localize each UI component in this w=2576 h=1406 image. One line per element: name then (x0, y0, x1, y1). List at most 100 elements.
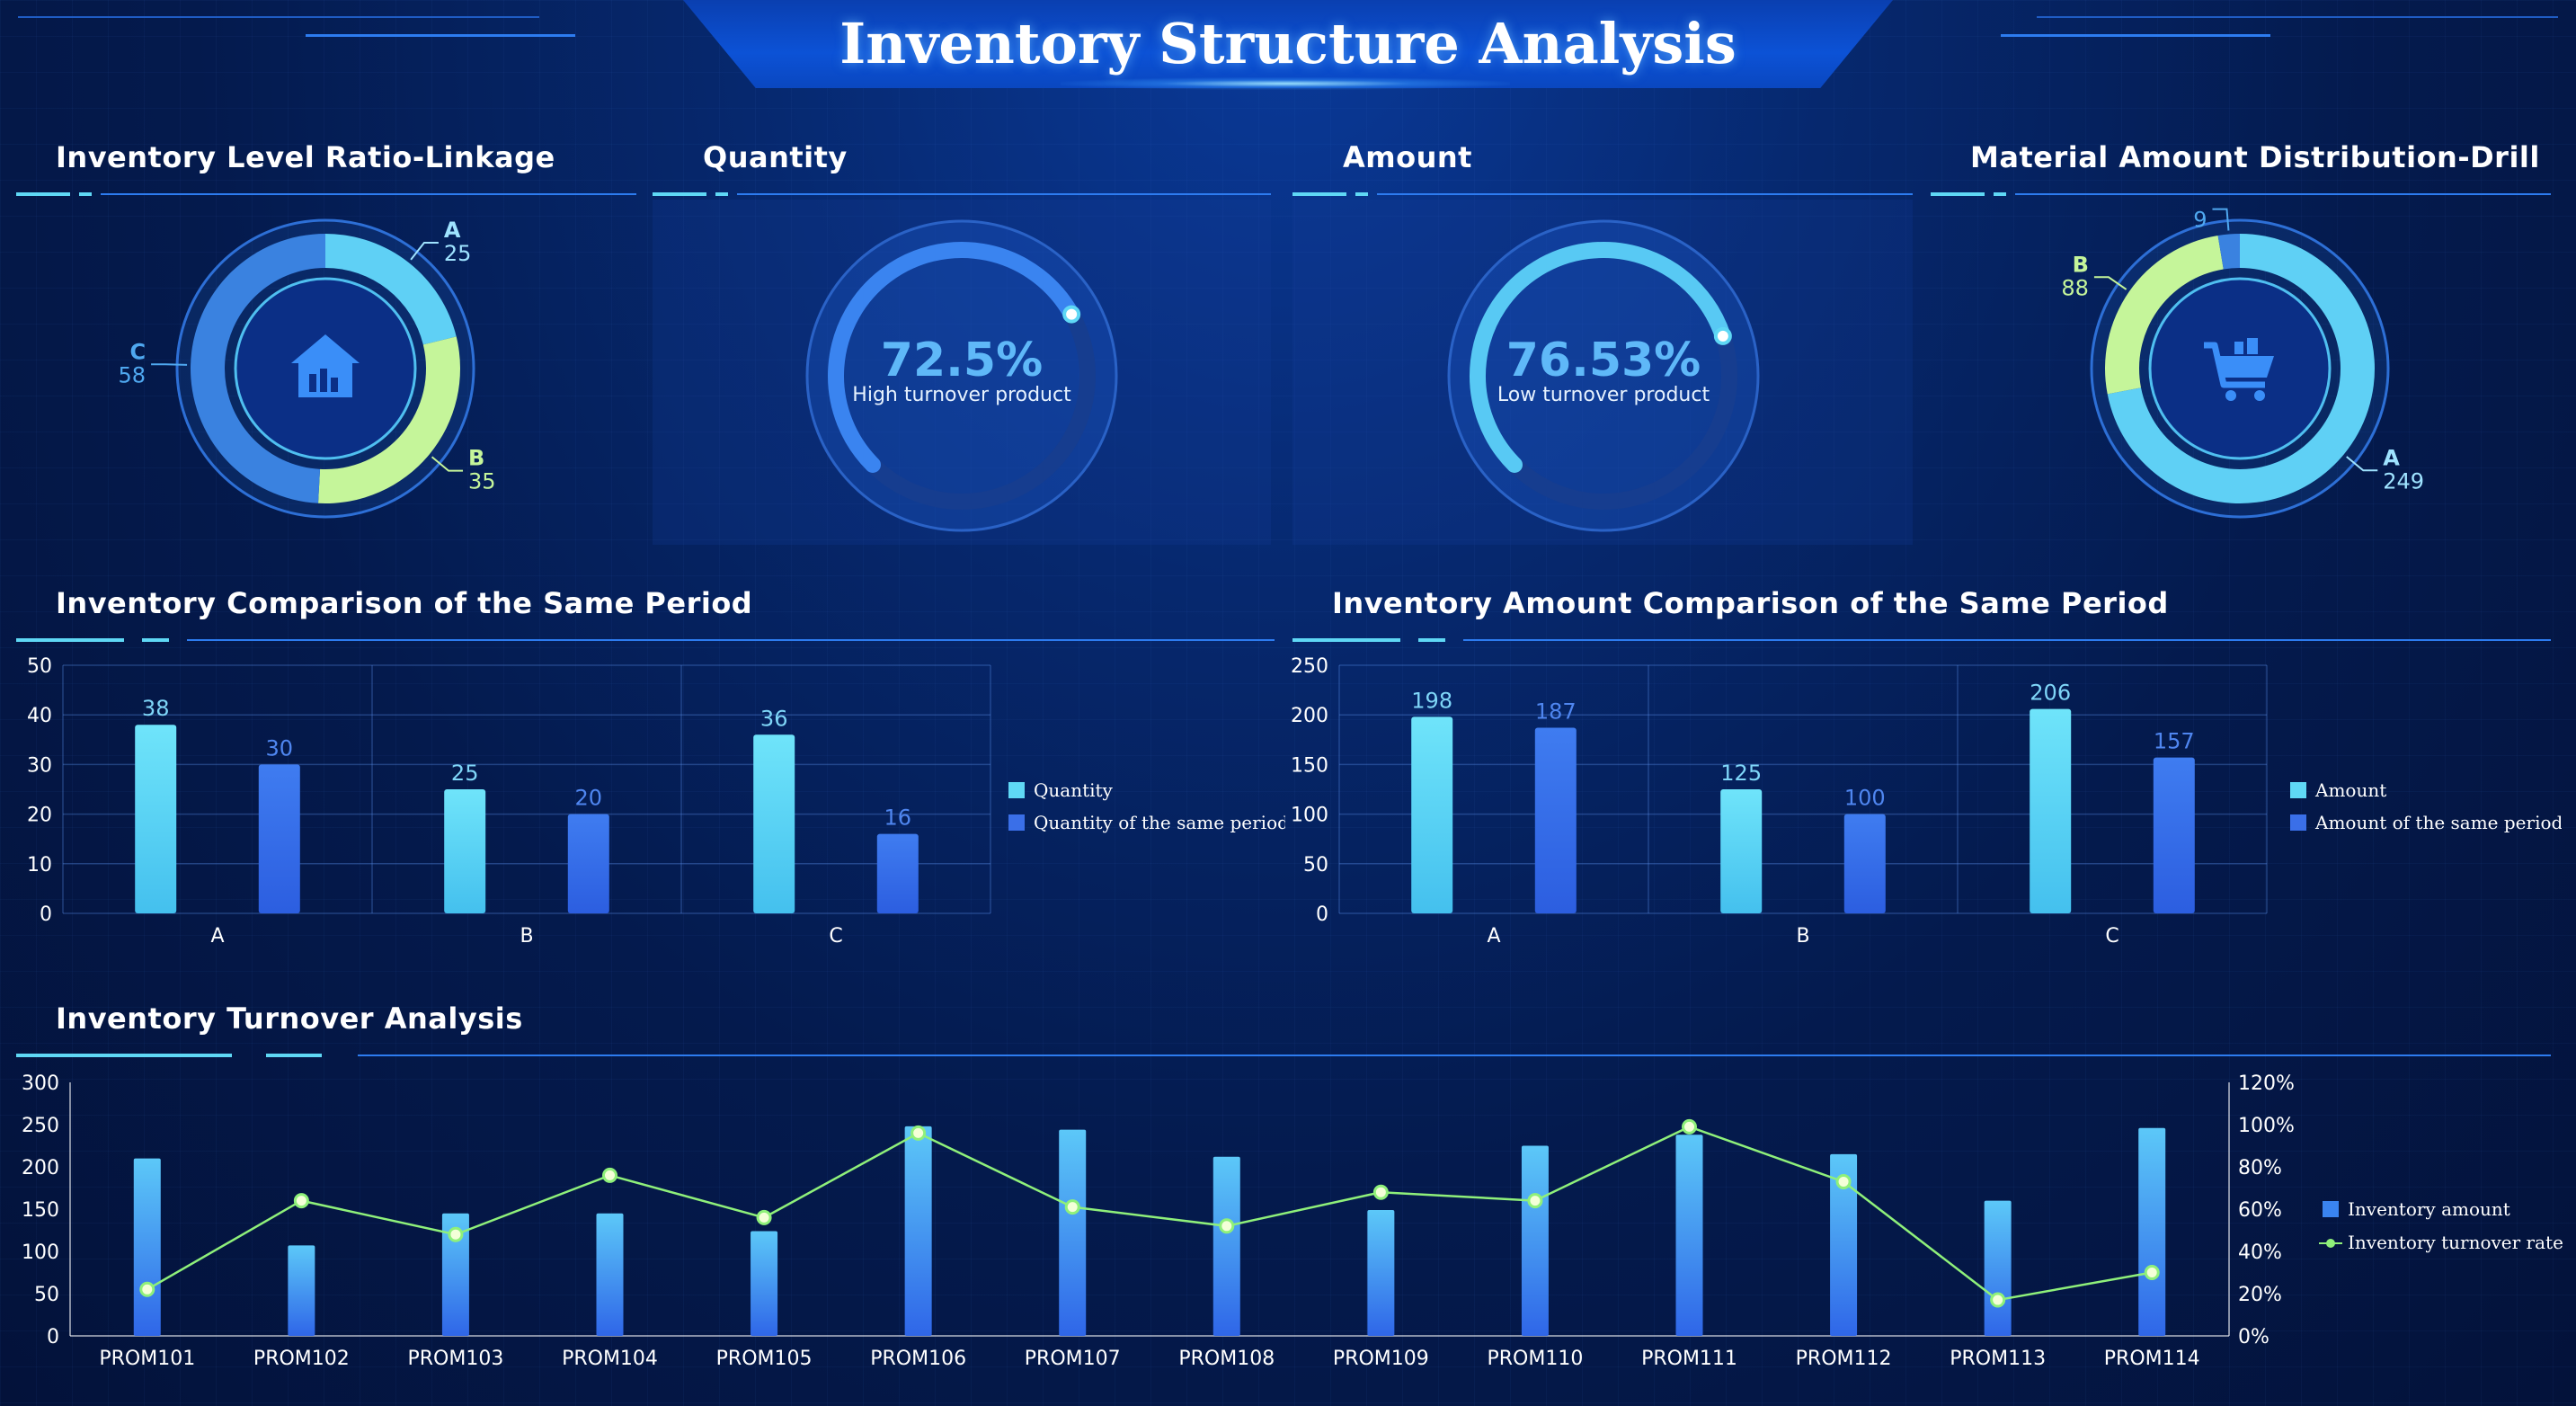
gauge-caption: High turnover product (852, 384, 1071, 406)
x-tick-label: A (1487, 925, 1500, 948)
gauge-value: 76.53% (1506, 334, 1701, 387)
x-tick-label: PROM108 (1178, 1348, 1275, 1370)
line-point[interactable] (602, 1167, 617, 1183)
x-tick-label: PROM112 (1796, 1348, 1892, 1370)
bar-data-label: 30 (266, 735, 294, 761)
legend-label[interactable]: Amount (2314, 779, 2386, 801)
bar[interactable] (444, 789, 486, 913)
amount-gauge: 76.53% Low turnover product (1447, 219, 1760, 532)
donut-slice-c[interactable] (190, 234, 325, 503)
y-tick-label: 30 (27, 754, 52, 777)
donut-slice-c[interactable] (2217, 234, 2240, 270)
section-title-material: Material Amount Distribution-Drill (1970, 140, 2540, 174)
x-tick-label: PROM110 (1488, 1348, 1584, 1370)
bar[interactable] (751, 1231, 778, 1336)
rule-level-ratio (16, 192, 636, 196)
line-point[interactable] (1527, 1193, 1543, 1209)
line-point[interactable] (1835, 1173, 1852, 1189)
legend-swatch-inventory-amount (2323, 1201, 2339, 1217)
bar[interactable] (1534, 727, 1577, 913)
header-deco-left-2 (306, 34, 575, 37)
bar[interactable] (2153, 757, 2195, 913)
gauge-value-arc (1470, 242, 1731, 473)
line-point[interactable] (1219, 1218, 1235, 1234)
legend-swatch-same-period (2290, 814, 2306, 831)
x-tick-label: PROM102 (253, 1348, 350, 1370)
bar[interactable] (2138, 1127, 2166, 1336)
x-tick-label: PROM106 (870, 1348, 966, 1370)
bar[interactable] (876, 833, 919, 913)
y-left-tick-label: 250 (22, 1115, 59, 1137)
bar[interactable] (596, 1213, 624, 1336)
bar[interactable] (2030, 708, 2072, 913)
y-tick-label: 150 (1291, 754, 1328, 777)
legend-swatch-turnover-rate (2326, 1239, 2335, 1248)
cart-icon (2204, 338, 2274, 401)
gauge-caption: Low turnover product (1497, 384, 1710, 406)
bar[interactable] (133, 1158, 161, 1336)
bar[interactable] (1830, 1153, 1858, 1336)
header-deco-right (2037, 16, 2558, 18)
bar[interactable] (1367, 1209, 1395, 1336)
gauge-value-arc (828, 242, 1080, 473)
y-tick-label: 100 (1291, 805, 1328, 827)
donut-slice-a[interactable] (325, 234, 457, 345)
bar[interactable] (1984, 1200, 2012, 1336)
bar-data-label: 25 (451, 761, 479, 786)
donut-label-value: 88 (2061, 275, 2089, 300)
legend-label[interactable]: Quantity of the same period (1034, 812, 1285, 833)
bar-data-label: 198 (1411, 688, 1452, 713)
gauge-outer-ring (1447, 219, 1760, 532)
line-point[interactable] (1682, 1118, 1697, 1135)
y-left-tick-label: 50 (34, 1284, 59, 1306)
gauge-value: 72.5% (881, 334, 1043, 387)
bar[interactable] (441, 1213, 469, 1336)
bar[interactable] (753, 734, 795, 913)
donut-label-name: B (2073, 252, 2089, 277)
y-tick-label: 0 (40, 903, 52, 926)
rule-material (1931, 192, 2551, 196)
bar[interactable] (288, 1245, 315, 1336)
legend-label[interactable]: Quantity (1034, 779, 1114, 801)
bar-data-label: 20 (575, 786, 603, 811)
line-point[interactable] (293, 1193, 309, 1209)
bar-data-label: 38 (142, 696, 170, 721)
legend: Quantity Quantity of the same period (1008, 779, 1285, 833)
donut-label-value: 58 (119, 362, 147, 387)
bar[interactable] (1411, 716, 1453, 913)
donut-label-name: A (444, 218, 461, 243)
line-point[interactable] (1064, 1199, 1080, 1215)
donut-slice-b[interactable] (2105, 235, 2224, 395)
bar[interactable] (904, 1126, 932, 1336)
section-title-amt-compare: Inventory Amount Comparison of the Same … (1332, 586, 2169, 620)
section-title-amount: Amount (1343, 140, 1472, 174)
bar[interactable] (1059, 1129, 1087, 1336)
legend-label[interactable]: Inventory turnover rate (2348, 1232, 2563, 1253)
bar[interactable] (567, 814, 609, 913)
y-tick-label: 20 (27, 805, 52, 827)
line-point[interactable] (139, 1281, 155, 1297)
line-point[interactable] (910, 1125, 927, 1141)
bar[interactable] (1720, 789, 1763, 913)
line-point[interactable] (1372, 1184, 1389, 1200)
x-tick-label: PROM104 (562, 1348, 658, 1370)
donut-slice-b[interactable] (318, 336, 460, 503)
bar[interactable] (1212, 1156, 1240, 1336)
bar[interactable] (135, 725, 177, 913)
line-point[interactable] (756, 1209, 772, 1225)
line-point[interactable] (448, 1226, 464, 1242)
legend-label[interactable]: Inventory amount (2348, 1198, 2510, 1220)
legend-label[interactable]: Amount of the same period (2314, 812, 2562, 833)
bar[interactable] (1843, 814, 1886, 913)
y-right-tick-label: 80% (2238, 1157, 2282, 1179)
bar[interactable] (1675, 1135, 1703, 1336)
bar-data-label: 36 (760, 706, 788, 731)
section-title-quantity: Quantity (703, 140, 848, 174)
y-left-tick-label: 100 (22, 1241, 59, 1264)
bar[interactable] (1521, 1145, 1549, 1337)
y-right-tick-label: 120% (2238, 1072, 2295, 1095)
line-point[interactable] (1990, 1292, 2006, 1308)
line-point[interactable] (2144, 1265, 2160, 1280)
bar[interactable] (258, 764, 300, 913)
